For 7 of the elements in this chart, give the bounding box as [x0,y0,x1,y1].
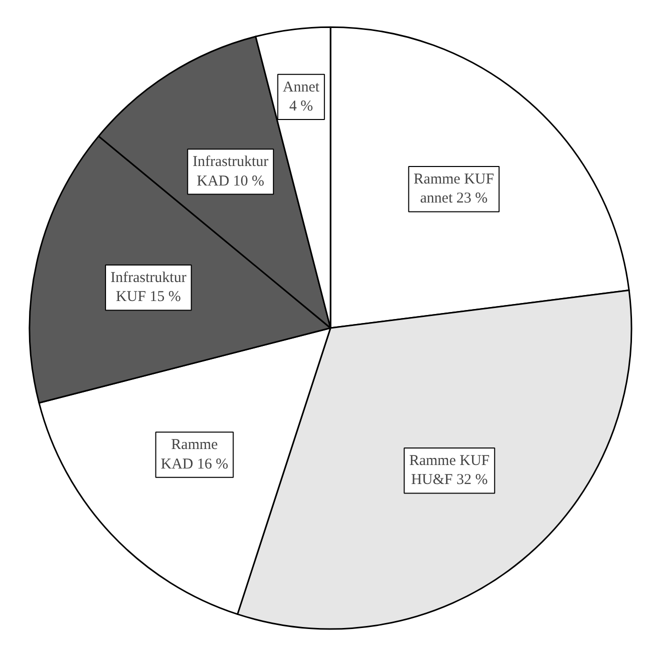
slice-label: Ramme KUF HU&F 32 % [409,453,490,488]
slice-label: Infrastruktur KAD 10 % [192,154,268,190]
slice-label: Ramme KUF annet 23 % [414,172,494,207]
slice-label: Infrastruktur KUF 15 % [110,270,186,306]
slice-label: Annet [282,79,320,96]
data-label: 4 % [289,98,313,115]
slice-label: Ramme KAD 16 % [160,437,228,472]
